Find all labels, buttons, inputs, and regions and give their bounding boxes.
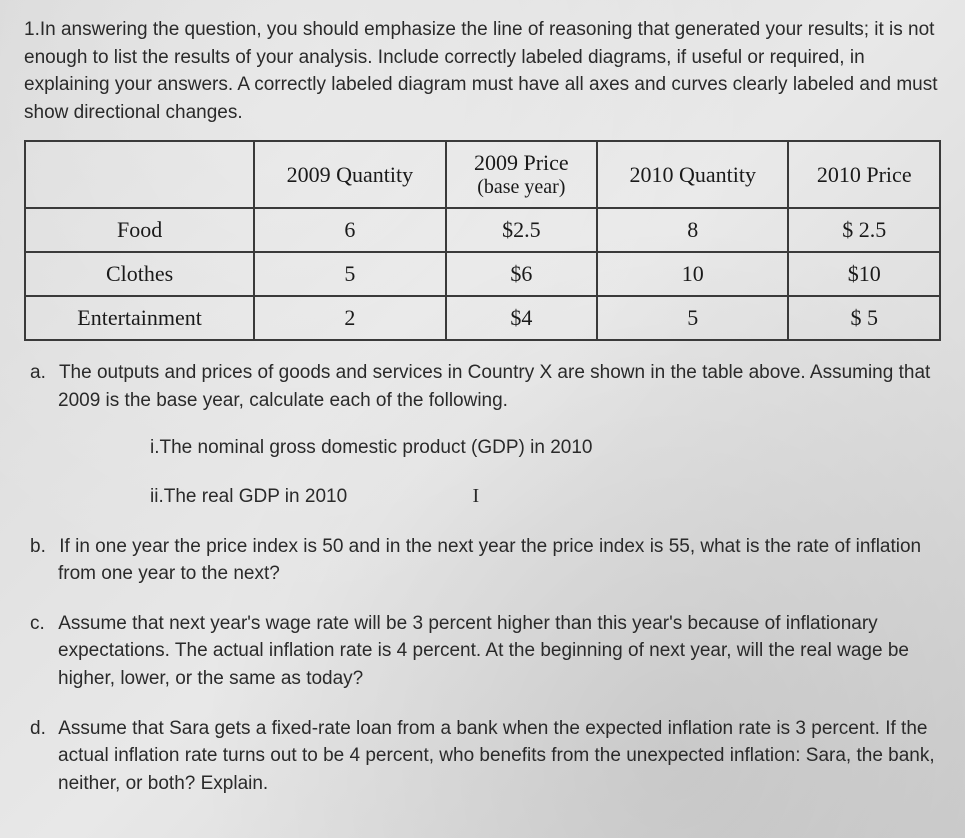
question-a-i: i.The nominal gross domestic product (GD…: [150, 434, 941, 462]
header-2010-price: 2010 Price: [788, 141, 940, 208]
header-2009-price-sub: (base year): [459, 176, 584, 199]
cell: $2.5: [446, 208, 597, 252]
cell: $10: [788, 252, 940, 296]
cell: 2: [254, 296, 445, 340]
question-a-ii-text: ii.The real GDP in 2010: [150, 486, 347, 507]
row-label-food: Food: [25, 208, 254, 252]
row-label-entertainment: Entertainment: [25, 296, 254, 340]
row-label-clothes: Clothes: [25, 252, 254, 296]
question-b: b. If in one year the price index is 50 …: [58, 533, 941, 588]
question-b-label: b.: [30, 533, 54, 561]
table-row: Entertainment 2 $4 5 $ 5: [25, 296, 940, 340]
header-2009-qty: 2009 Quantity: [254, 141, 445, 208]
table-row: Food 6 $2.5 8 $ 2.5: [25, 208, 940, 252]
cell: $4: [446, 296, 597, 340]
cell: 5: [254, 252, 445, 296]
cell: $6: [446, 252, 597, 296]
question-d-text: Assume that Sara gets a fixed-rate loan …: [58, 718, 935, 794]
question-b-text: If in one year the price index is 50 and…: [58, 536, 921, 585]
cell: $ 5: [788, 296, 940, 340]
cell: 10: [597, 252, 788, 296]
cell: 6: [254, 208, 445, 252]
data-table: 2009 Quantity 2009 Price (base year) 201…: [24, 140, 941, 341]
question-a-label: a.: [30, 359, 54, 387]
header-2009-price-main: 2009 Price: [474, 150, 569, 175]
cell: 5: [597, 296, 788, 340]
cell: $ 2.5: [788, 208, 940, 252]
header-2010-qty: 2010 Quantity: [597, 141, 788, 208]
question-c-text: Assume that next year's wage rate will b…: [58, 613, 909, 689]
question-c: c. Assume that next year's wage rate wil…: [58, 610, 941, 693]
question-a-ii: ii.The real GDP in 2010 I: [150, 482, 941, 511]
text-cursor-icon: I: [472, 485, 479, 507]
question-d: d. Assume that Sara gets a fixed-rate lo…: [58, 715, 941, 798]
question-a: a. The outputs and prices of goods and s…: [58, 359, 941, 511]
question-a-text: The outputs and prices of goods and serv…: [58, 362, 930, 411]
table-header-row: 2009 Quantity 2009 Price (base year) 201…: [25, 141, 940, 208]
table-row: Clothes 5 $6 10 $10: [25, 252, 940, 296]
question-d-label: d.: [30, 715, 54, 743]
question-c-label: c.: [30, 610, 54, 638]
header-2009-price: 2009 Price (base year): [446, 141, 597, 208]
cell: 8: [597, 208, 788, 252]
header-blank: [25, 141, 254, 208]
intro-text: 1.In answering the question, you should …: [24, 16, 941, 126]
